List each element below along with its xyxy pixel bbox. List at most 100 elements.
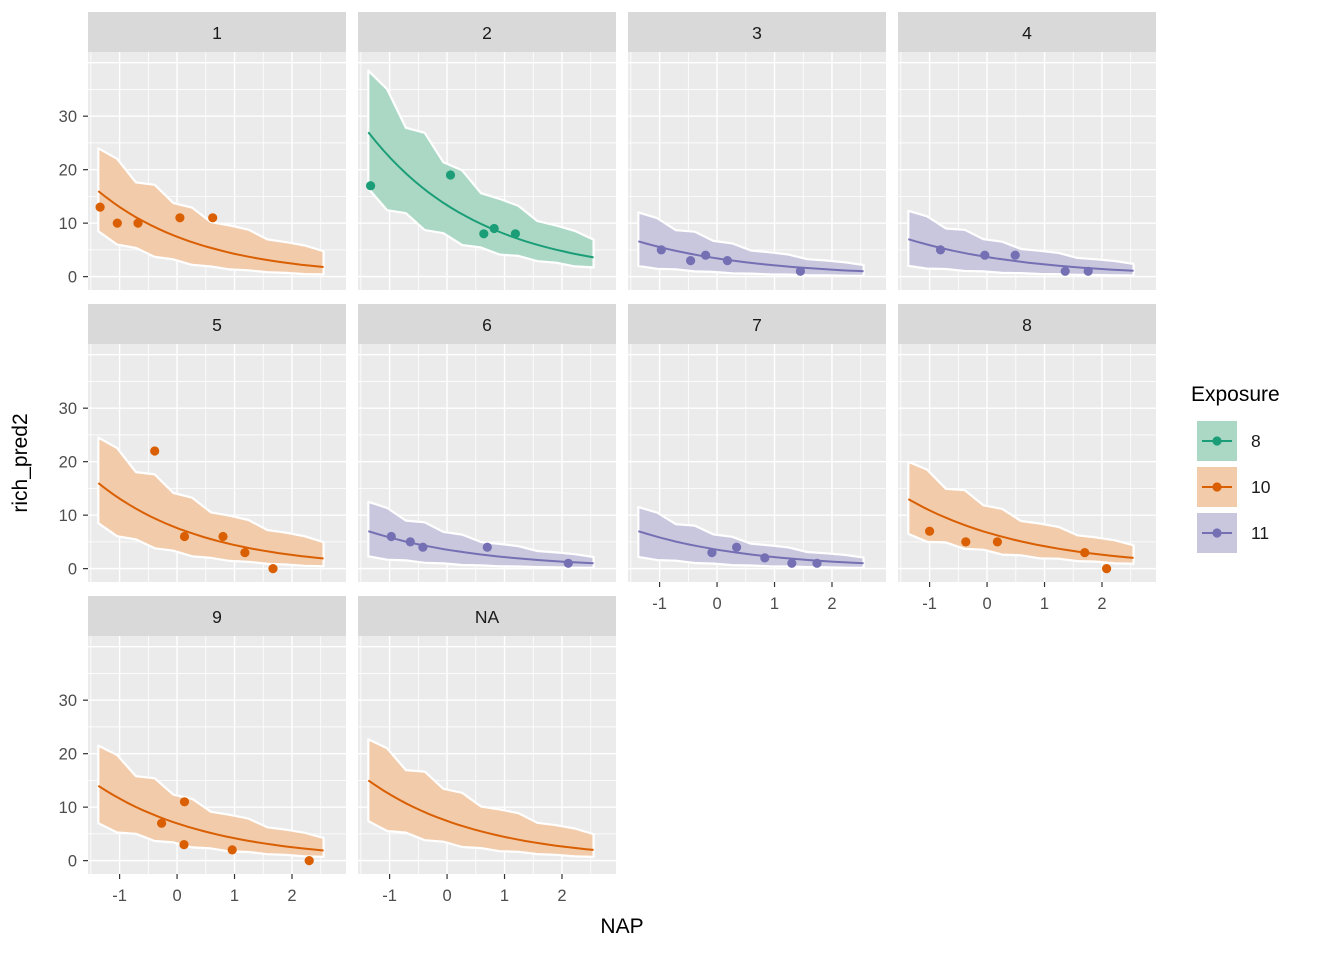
legend-key-10: 10 xyxy=(1197,467,1271,507)
facet-strip-label: 5 xyxy=(212,315,222,335)
x-tick-label: -1 xyxy=(112,887,127,905)
facet-strip-label: NA xyxy=(475,607,500,627)
facet-strip-label: 2 xyxy=(482,23,492,43)
facet-9-points xyxy=(157,797,314,866)
facet-strip-label: 1 xyxy=(212,23,222,43)
x-tick-label: -1 xyxy=(382,887,397,905)
data-point xyxy=(925,526,935,536)
data-point xyxy=(179,797,190,807)
facet-strip-3 xyxy=(628,12,886,52)
data-point xyxy=(992,537,1003,547)
data-point xyxy=(218,531,228,542)
x-tick-label: 1 xyxy=(230,887,239,905)
data-point xyxy=(812,558,822,568)
y-tick-label: 30 xyxy=(59,108,77,126)
data-point xyxy=(701,250,711,260)
data-point xyxy=(479,229,489,239)
x-axis-8: -1 0 1 2 xyxy=(922,582,1107,613)
facet-strip-8 xyxy=(898,304,1156,344)
y-tick-label: 30 xyxy=(59,400,77,418)
facet-5-fit-line xyxy=(97,482,324,560)
y-tick-label: 30 xyxy=(59,692,77,710)
x-tick-label: 1 xyxy=(1040,595,1049,613)
facet-strip-4 xyxy=(898,12,1156,52)
legend-key-point xyxy=(1212,482,1222,492)
x-tick-label: 2 xyxy=(827,595,836,613)
data-point xyxy=(240,548,250,558)
legend-key-8: 8 xyxy=(1197,421,1261,461)
data-point xyxy=(961,537,971,547)
facet-strip-label: 7 xyxy=(752,315,762,335)
facet-panel-7: 7 -1 0 1 2 xyxy=(628,304,886,613)
legend-label: 11 xyxy=(1251,523,1269,543)
data-point xyxy=(980,250,990,260)
facet-4-fit-line xyxy=(908,238,1134,272)
data-point xyxy=(112,218,122,228)
y-tick-label: 10 xyxy=(59,507,77,525)
legend: Exposure 8 10 11 xyxy=(1191,383,1280,553)
facet-1-points xyxy=(95,202,218,228)
y-tick-label: 20 xyxy=(59,454,77,472)
data-point xyxy=(95,202,105,212)
data-point xyxy=(935,245,946,255)
facet-panel-9: 9 0 10 20 30 -1 0 1 2 xyxy=(59,596,346,905)
facet-7-fit-line xyxy=(638,530,864,565)
x-tick-label: 1 xyxy=(500,887,509,905)
data-point xyxy=(418,542,428,552)
facet-panel-2: 2 xyxy=(358,12,616,290)
x-tick-label: 0 xyxy=(712,595,721,613)
facet-6-points xyxy=(386,531,573,568)
facet-5-points xyxy=(150,446,278,574)
facet-3-points xyxy=(656,245,806,276)
facet-3-fit-line xyxy=(638,240,864,273)
facet-strip-6 xyxy=(358,304,616,344)
data-point xyxy=(179,531,190,542)
data-point xyxy=(304,856,314,866)
y-tick-label: 10 xyxy=(59,799,77,817)
facet-9-fit-line xyxy=(97,784,324,852)
facet-7-confidence-ribbon xyxy=(637,506,865,569)
facet-strip-label: 9 xyxy=(212,607,222,627)
data-point xyxy=(686,256,696,266)
legend-key-point xyxy=(1212,436,1222,446)
data-point xyxy=(732,542,742,552)
y-axis-9: 0 10 20 30 xyxy=(59,692,88,871)
y-tick-label: 0 xyxy=(68,853,77,871)
facet-2-fit-line xyxy=(367,131,594,259)
facet-5-confidence-ribbon xyxy=(97,436,325,568)
x-axis-NA: -1 0 1 2 xyxy=(382,874,567,905)
facet-strip-5 xyxy=(88,304,346,344)
data-point xyxy=(445,170,456,180)
data-point xyxy=(1083,266,1093,276)
facet-strip-NA xyxy=(358,596,616,636)
facet-8-points xyxy=(925,526,1112,574)
data-point xyxy=(510,229,520,239)
facet-strip-label: 3 xyxy=(752,23,762,43)
facet-7-points xyxy=(707,542,822,568)
data-point xyxy=(656,245,666,255)
y-axis-title: rich_pred2 xyxy=(9,413,32,512)
x-tick-label: 2 xyxy=(1097,595,1106,613)
y-tick-label: 20 xyxy=(59,162,77,180)
x-axis-title: NAP xyxy=(600,915,643,938)
x-tick-label: 2 xyxy=(557,887,566,905)
data-point xyxy=(707,548,717,558)
facet-strip-9 xyxy=(88,596,346,636)
facet-strip-label: 4 xyxy=(1022,23,1032,43)
data-point xyxy=(366,181,376,191)
facet-8-fit-line xyxy=(907,498,1134,559)
data-point xyxy=(227,845,237,855)
facet-4-points xyxy=(935,245,1093,276)
x-tick-label: -1 xyxy=(652,595,667,613)
legend-label: 8 xyxy=(1251,431,1261,451)
facet-strip-7 xyxy=(628,304,886,344)
y-tick-label: 10 xyxy=(59,215,77,233)
data-point xyxy=(1060,266,1070,276)
data-point xyxy=(1010,250,1020,260)
data-point xyxy=(268,564,278,574)
facet-strip-label: 8 xyxy=(1022,315,1032,335)
facet-panel-3: 3 xyxy=(628,12,886,290)
data-point xyxy=(563,558,573,568)
